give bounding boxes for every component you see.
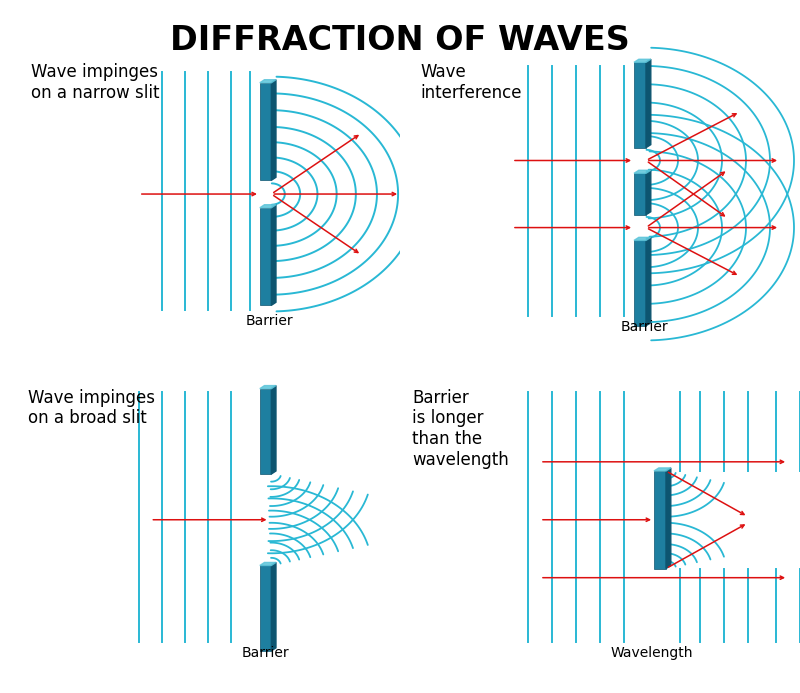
Text: Barrier: Barrier — [242, 646, 290, 660]
Text: Wave impinges
on a narrow slit: Wave impinges on a narrow slit — [31, 63, 160, 102]
Polygon shape — [646, 170, 651, 215]
Polygon shape — [646, 60, 651, 148]
Bar — [260, 565, 271, 651]
Text: Wavelength: Wavelength — [610, 646, 694, 660]
Text: Wave impinges
on a broad slit: Wave impinges on a broad slit — [27, 389, 154, 428]
Polygon shape — [634, 237, 651, 240]
Polygon shape — [271, 204, 276, 306]
Polygon shape — [271, 80, 276, 180]
Polygon shape — [260, 385, 276, 389]
Text: DIFFRACTION OF WAVES: DIFFRACTION OF WAVES — [170, 24, 630, 58]
Bar — [260, 208, 271, 306]
Polygon shape — [260, 80, 276, 82]
Polygon shape — [634, 60, 651, 62]
Bar — [634, 173, 646, 215]
Text: Barrier: Barrier — [246, 314, 294, 328]
Polygon shape — [271, 385, 276, 474]
Polygon shape — [260, 563, 276, 565]
Bar — [260, 389, 271, 474]
Polygon shape — [666, 468, 670, 568]
Text: Barrier: Barrier — [620, 320, 668, 334]
Polygon shape — [646, 237, 651, 326]
Bar — [260, 82, 271, 180]
Polygon shape — [634, 170, 651, 173]
Text: Wave
interference: Wave interference — [420, 63, 522, 102]
Bar — [634, 62, 646, 148]
Bar — [634, 240, 646, 326]
Polygon shape — [260, 204, 276, 208]
Bar — [654, 471, 666, 568]
Polygon shape — [654, 468, 670, 471]
Polygon shape — [271, 563, 276, 651]
Text: Barrier
is longer
than the
wavelength: Barrier is longer than the wavelength — [412, 389, 509, 469]
